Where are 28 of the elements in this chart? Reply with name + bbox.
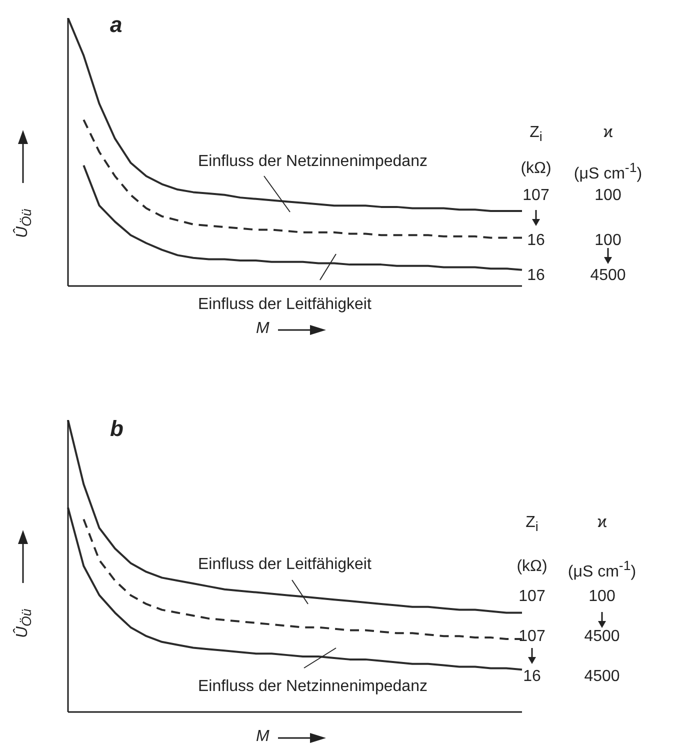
annotation: (kΩ) [516, 558, 548, 576]
text: ϰ [597, 514, 607, 532]
x-axis-title: M [256, 320, 270, 338]
text: 16 [527, 232, 545, 250]
text: 107 [522, 187, 550, 205]
annotation: (kΩ) [520, 160, 552, 178]
chart-title: b [110, 416, 124, 442]
text: 4500 [584, 668, 620, 686]
text: (μS cm$^{-1}$) [574, 160, 642, 184]
annotation: 107 [518, 628, 546, 646]
text: ϰ [603, 124, 613, 142]
text: Einfluss der Leitfähigkeit [198, 296, 372, 314]
annotation: Einfluss der Netzinnenimpedanz [198, 153, 428, 171]
annotation: Einfluss der Leitfähigkeit [198, 556, 372, 574]
text: 4500 [590, 267, 626, 285]
text: Z$_{i}$ [526, 514, 538, 534]
text: 4500 [584, 628, 620, 646]
text: 16 [523, 668, 541, 686]
text: 100 [594, 187, 622, 205]
text: 100 [594, 232, 622, 250]
x-axis-title: M [256, 728, 270, 746]
text: 16 [527, 267, 545, 285]
chart-title: a [110, 12, 122, 38]
annotation: Einfluss der Netzinnenimpedanz [198, 678, 428, 696]
text: Z$_{i}$ [530, 124, 542, 144]
annotation: 107 [518, 588, 546, 606]
text: (μS cm$^{-1}$) [568, 558, 636, 582]
text: 100 [588, 588, 616, 606]
